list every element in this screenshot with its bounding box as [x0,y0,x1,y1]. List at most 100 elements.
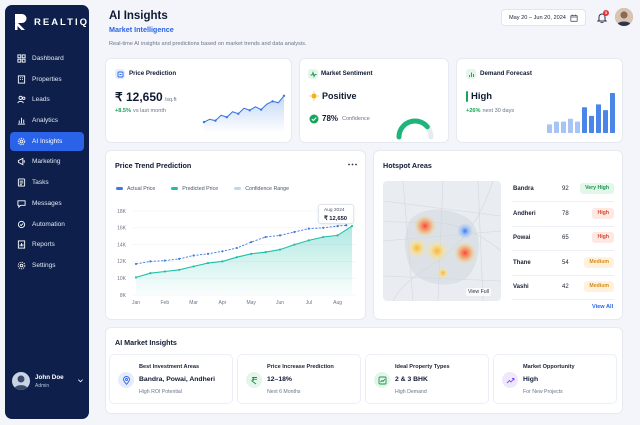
card-title: Demand Forecast [480,70,532,77]
insight-icon-chip [118,372,134,388]
sidebar-item-analytics[interactable]: Analytics [10,111,84,130]
legend-actual: Actual Price [116,186,155,192]
sparkline-point [214,119,217,122]
market-sentiment-card: Market Sentiment Positive 78% Confidence [299,58,449,143]
insight-value: 12–18% [267,376,292,383]
sparkline-point [282,94,286,97]
gauge-fill [396,118,430,140]
hotspot-row[interactable]: Andheri 78 High [512,205,614,227]
hotspot-row[interactable]: Thane 54 Medium [512,254,614,276]
actual-point [336,225,339,228]
actual-point [264,235,267,239]
more-horizontal-icon[interactable] [348,162,357,167]
view-full-map-button[interactable]: View Full [466,288,491,296]
sidebar-item-label: AI Insights [32,137,63,145]
actual-point [192,254,195,257]
actual-point [221,250,224,253]
insight-label: Market Opportunity [523,364,575,370]
insight-label: Price Increase Prediction [267,364,334,370]
predicted-point [322,235,325,239]
trend-up-icon [506,377,514,383]
x-tick-label: Feb [160,300,169,306]
insight-value: Bandra, Powai, Andheri [139,376,216,383]
insight-value: High [523,376,539,383]
hotspot-score: 78 [562,210,569,217]
page-subtitle: Market Intelligence [109,25,174,34]
hotspot-row[interactable]: Vashi 42 Medium [512,278,614,300]
sparkline-point [202,120,206,124]
predicted-point [221,260,224,263]
bar-chart-icon [468,72,474,77]
sidebar-item-leads[interactable]: Leads [10,90,84,109]
view-all-link[interactable]: View All [592,304,614,310]
hotspot-area: Andheri [513,210,536,217]
hotspot-row[interactable]: Powai 65 High [512,229,614,251]
actual-point [163,259,166,262]
x-tick-label: Apr [219,300,227,306]
price-sparkline [202,94,286,133]
sidebar-item-marketing[interactable]: Marketing [10,152,84,171]
sidebar-item-reports[interactable]: Reports [10,235,84,254]
sparkline-point [225,116,229,119]
confidence-label: Confidence [342,116,370,122]
predicted-point [134,276,138,279]
x-tick-label: Jul [306,300,312,306]
sidebar-item-label: Properties [32,75,62,83]
x-tick-label: Mar [189,300,198,306]
card-title: Price Trend Prediction [115,161,192,170]
brand-logo[interactable]: REALTIQ [13,13,89,31]
map-graphic [383,181,501,301]
sidebar-item-label: Tasks [32,179,49,187]
sidebar-item-label: Marketing [32,158,61,166]
sidebar-item-tasks[interactable]: Tasks [10,173,84,192]
growth-chart-icon [378,376,386,384]
insight-best-areas[interactable]: Best Investment Areas Bandra, Powai, And… [109,354,233,404]
insight-market-opportunity[interactable]: Market Opportunity High For New Projects [493,354,617,404]
price-trend-card: Price Trend Prediction Actual Price Pred… [105,150,366,320]
date-range-picker[interactable]: May 20 – Jun 20, 2024 [501,9,586,26]
predicted-area [136,226,352,295]
predicted-point [163,270,166,273]
sidebar-item-ai-insights[interactable]: AI Insights [10,131,84,151]
sidebar-item-automation[interactable]: Automation [10,215,84,234]
sidebar-item-label: Automation [32,220,65,228]
hotspot-row[interactable]: Bandra 92 Very High [512,180,614,202]
demand-bar [589,115,594,133]
predicted-point [278,248,282,251]
price-amount: ₹ 12,650 [115,90,163,104]
demand-bar-accent [466,91,468,102]
sentiment-label: Positive [322,91,357,101]
sparkline-point [259,108,263,111]
user-profile[interactable]: John Doe Admin [12,372,84,390]
insight-label: Best Investment Areas [139,364,200,370]
avatar[interactable] [615,8,633,26]
actual-point [307,227,310,230]
sidebar-item-properties[interactable]: Properties [10,70,84,89]
pulse-icon [310,70,316,78]
chart-tooltip: Aug 2024 ₹ 12,650 [318,204,354,224]
actual-point [278,234,282,237]
actual-point [250,240,253,244]
actual-line [135,224,347,265]
sidebar-item-dashboard[interactable]: Dashboard [10,49,84,68]
insight-note: High Demand [395,389,427,395]
predicted-point [250,252,253,255]
page-title: AI Insights [109,10,168,22]
chart-legend: Actual Price Predicted Price Confidence … [116,186,289,192]
demand-bar [547,124,552,133]
gear-icon [17,137,26,145]
sidebar-item-settings[interactable]: Settings [10,256,84,275]
sparkline-point [271,100,274,103]
sidebar-item-messages[interactable]: Messages [10,194,84,213]
chevron-down-icon[interactable] [77,377,84,384]
insight-price-increase[interactable]: Price Increase Prediction 12–18% Next 6 … [237,354,361,404]
price-delta-note: vs last month [133,108,166,114]
actual-point [178,257,181,260]
insight-note: High ROI Potential [139,389,182,395]
page-description: Real-time AI insights and predictions ba… [109,41,307,47]
actual-point [235,246,238,250]
x-tick-label: Jan [132,300,140,306]
hotspot-map[interactable]: View Full [383,181,501,301]
insight-property-types[interactable]: Ideal Property Types 2 & 3 BHK High Dema… [365,354,489,404]
price-prediction-card: Price Prediction ₹ 12,650/sq.ft +8.5% vs … [105,58,292,143]
